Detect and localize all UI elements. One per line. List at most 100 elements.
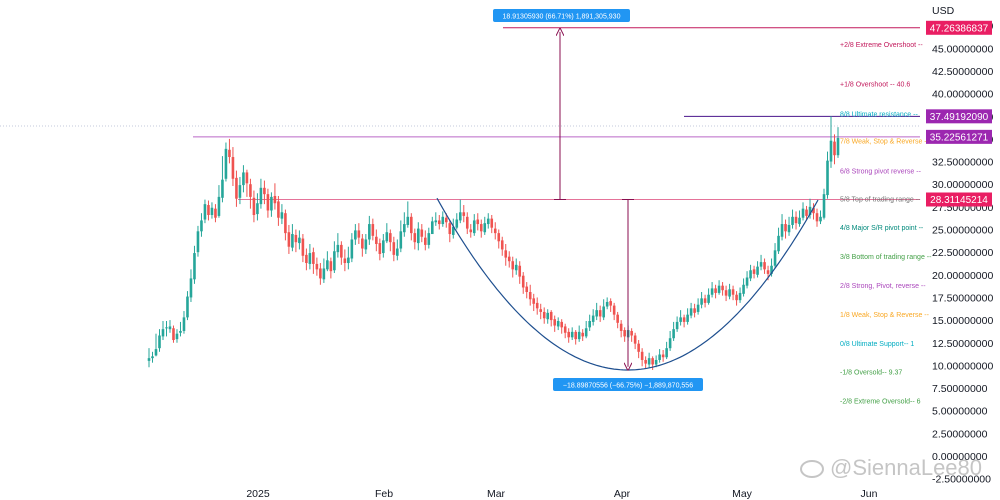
candle-body bbox=[812, 207, 815, 214]
candle-body bbox=[665, 348, 668, 358]
candle-body bbox=[602, 306, 605, 318]
candle-body bbox=[371, 224, 375, 236]
candle-body bbox=[647, 358, 651, 365]
candle-body bbox=[798, 217, 801, 225]
candle-body bbox=[357, 230, 361, 238]
time-tick: May bbox=[732, 488, 753, 500]
candle-body bbox=[350, 239, 354, 259]
candle-body bbox=[333, 251, 336, 271]
candles-layer bbox=[147, 116, 840, 370]
weibo-icon bbox=[800, 460, 824, 479]
candle-body bbox=[588, 321, 591, 328]
candle-body bbox=[749, 270, 752, 279]
candle-body bbox=[532, 298, 536, 304]
price-tick: 7.50000000 bbox=[932, 383, 988, 395]
candle-body bbox=[500, 240, 504, 250]
candle-body bbox=[354, 230, 357, 240]
candle-body bbox=[763, 262, 766, 270]
measure-down-label-text: −18.89870556 (−66.75%) −1,889,870,556 bbox=[563, 382, 693, 389]
price-tick: 5.00000000 bbox=[932, 406, 988, 418]
candle-body bbox=[399, 231, 403, 249]
candle-body bbox=[752, 269, 756, 274]
candle-body bbox=[228, 149, 231, 158]
candle-body bbox=[472, 220, 476, 234]
candle-body bbox=[696, 304, 700, 312]
price-axis[interactable]: 47.5000000045.0000000042.5000000040.0000… bbox=[926, 21, 993, 486]
candle-body bbox=[196, 231, 200, 253]
candle-body bbox=[535, 302, 539, 309]
candle-body bbox=[186, 296, 189, 318]
candle-body bbox=[521, 275, 525, 288]
candle-body bbox=[735, 294, 738, 301]
candle-body bbox=[507, 256, 511, 262]
candle-body bbox=[259, 187, 263, 205]
price-tick: 2.50000000 bbox=[932, 428, 988, 440]
candle-body bbox=[413, 233, 417, 243]
candle-body bbox=[270, 196, 273, 211]
price-tick: 17.50000000 bbox=[932, 292, 993, 304]
candle-body bbox=[654, 359, 658, 365]
candle-body bbox=[434, 220, 438, 223]
candle-body bbox=[207, 205, 210, 216]
candle-body bbox=[224, 148, 228, 179]
candle-body bbox=[556, 321, 560, 327]
candle-body bbox=[458, 212, 462, 221]
mm-level-label: 0/8 Ultimate Support-- 1 bbox=[840, 341, 914, 348]
candle-body bbox=[546, 312, 550, 320]
candle-body bbox=[577, 331, 581, 340]
price-tag-3 bbox=[926, 192, 992, 207]
candle-body bbox=[154, 349, 158, 356]
candle-body bbox=[773, 250, 777, 266]
candle-body bbox=[217, 196, 221, 216]
candle-body bbox=[406, 216, 410, 225]
measure-down-label-bg bbox=[553, 378, 703, 391]
candle-body bbox=[182, 317, 186, 331]
candle-body bbox=[235, 177, 238, 199]
price-tag-text: 37.49192090 bbox=[930, 112, 989, 123]
measure-up-label-bg bbox=[493, 9, 630, 22]
candle-body bbox=[644, 359, 647, 364]
candle-body bbox=[483, 223, 487, 233]
candle-body bbox=[612, 305, 616, 315]
price-tick: 25.00000000 bbox=[932, 225, 993, 237]
mm-level-label: -1/8 Oversold-- 9.37 bbox=[840, 370, 902, 377]
candle-body bbox=[682, 317, 686, 322]
candle-body bbox=[242, 172, 245, 186]
candle-body bbox=[679, 317, 682, 322]
candle-body bbox=[329, 261, 333, 272]
candle-body bbox=[738, 292, 742, 301]
measure-tools: 18.91305930 (66.71%) 1,891,305,930 −18.89… bbox=[493, 9, 703, 391]
mm-level-label: 5/8 Top of trading range -- bbox=[840, 197, 921, 204]
candle-body bbox=[637, 343, 640, 352]
price-tag-text: 35.22561271 bbox=[930, 132, 989, 143]
candle-body bbox=[549, 311, 553, 321]
candle-body bbox=[574, 331, 577, 340]
candle-body bbox=[298, 237, 301, 244]
candle-body bbox=[724, 290, 728, 296]
candle-body bbox=[623, 330, 626, 337]
candle-body bbox=[423, 237, 427, 245]
time-axis[interactable]: 2025 Feb Mar Apr May Jun bbox=[246, 488, 877, 500]
candle-body bbox=[819, 216, 822, 222]
candle-body bbox=[651, 358, 654, 365]
candle-body bbox=[486, 218, 490, 225]
candle-body bbox=[189, 278, 193, 298]
candle-body bbox=[151, 356, 154, 359]
price-tag-text: 47.26386837 bbox=[930, 23, 989, 34]
candle-body bbox=[766, 270, 770, 274]
price-tick: 40.00000000 bbox=[932, 89, 993, 101]
price-tag-2 bbox=[926, 129, 992, 144]
candle-body bbox=[294, 234, 298, 243]
candle-body bbox=[497, 233, 501, 242]
candle-body bbox=[385, 232, 389, 242]
candle-body bbox=[444, 217, 448, 223]
price-tick: 15.00000000 bbox=[932, 315, 993, 327]
measure-up-label-text: 18.91305930 (66.71%) 1,891,305,930 bbox=[503, 13, 621, 20]
time-tick: 2025 bbox=[246, 488, 270, 500]
candle-body bbox=[717, 285, 721, 293]
time-tick: Mar bbox=[487, 488, 506, 500]
candle-body bbox=[518, 265, 522, 277]
candle-body bbox=[567, 331, 570, 338]
candle-body bbox=[609, 301, 612, 306]
